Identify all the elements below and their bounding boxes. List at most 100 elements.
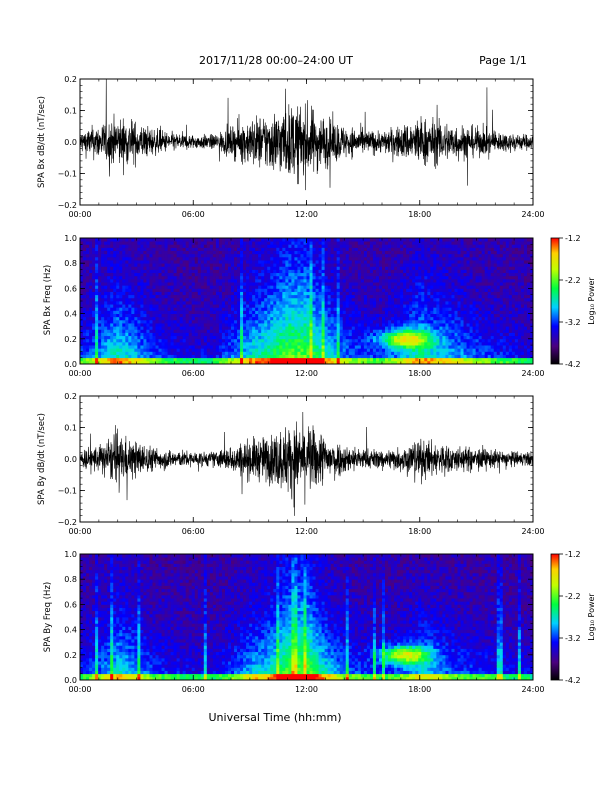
spectrogram-cell xyxy=(218,291,223,296)
spectrogram-cell xyxy=(227,288,232,292)
spectrogram-cell xyxy=(200,282,205,286)
spectrogram-cell xyxy=(327,316,332,321)
spectrogram-cell xyxy=(412,269,416,274)
spectrogram-cell xyxy=(348,266,353,270)
spectrogram-cell xyxy=(179,326,184,330)
spectrogram-cell xyxy=(291,272,295,277)
spectrogram-cell xyxy=(354,354,359,359)
spectrogram-cell xyxy=(110,323,114,327)
spectrogram-cell xyxy=(397,316,401,321)
spectrogram-cell xyxy=(339,250,344,255)
spectrogram-cell xyxy=(276,310,280,314)
spectrogram-cell xyxy=(255,282,259,286)
spectrogram-cell xyxy=(185,288,190,292)
spectrogram-cell xyxy=(173,323,178,327)
spectrogram-cell xyxy=(421,282,425,286)
spectrogram-cell xyxy=(218,266,223,270)
spectrogram-cell xyxy=(321,253,326,258)
spectrogram-cell xyxy=(146,294,150,299)
spectrogram-cell xyxy=(176,269,181,274)
spectrogram-cell xyxy=(152,348,156,352)
spectrogram-cell xyxy=(369,351,374,355)
spectrogram-cell xyxy=(345,316,350,321)
spectrogram-cell xyxy=(372,244,377,248)
spectrogram-cell xyxy=(164,253,168,258)
spectrogram-cell xyxy=(424,278,428,283)
spectrogram-cell xyxy=(182,345,187,349)
spectrogram-cell xyxy=(345,301,350,305)
spectrogram-cell xyxy=(397,313,401,318)
spectrogram-cell xyxy=(442,238,446,242)
spectrogram-cell xyxy=(215,253,220,258)
spectrogram-cell xyxy=(264,297,268,302)
spectrogram-cell xyxy=(89,269,93,274)
spectrogram-cell xyxy=(113,326,117,330)
spectrogram-cell xyxy=(182,301,187,305)
spectrogram-cell xyxy=(354,357,359,362)
spectrogram-cell xyxy=(128,301,132,305)
spectrogram-cell xyxy=(95,354,99,359)
spectrogram-cell xyxy=(433,319,437,324)
spectrogram-cell xyxy=(306,269,310,274)
spectrogram-cell xyxy=(158,310,162,314)
spectrogram-cell xyxy=(400,357,404,362)
spectrogram-cell xyxy=(113,348,117,352)
spectrogram-cell xyxy=(215,285,220,289)
spectrogram-cell xyxy=(161,316,165,321)
spectrogram-cell xyxy=(143,282,147,286)
spectrogram-cell xyxy=(403,275,407,280)
spectrogram-cell xyxy=(297,357,301,362)
spectrogram-cell xyxy=(152,319,156,324)
spectrogram-cell xyxy=(143,253,147,258)
spectrogram-cell xyxy=(161,282,165,286)
spectrogram-cell xyxy=(215,341,220,346)
spectrogram-cell xyxy=(436,316,440,321)
spectrogram-cell xyxy=(351,272,356,277)
spectrogram-cell xyxy=(433,310,437,314)
spectrogram-cell xyxy=(330,313,335,318)
spectrogram-cell xyxy=(315,288,319,292)
spectrogram-cell xyxy=(363,357,368,362)
spectrogram-cell xyxy=(348,316,353,321)
spectrogram-cell xyxy=(252,332,256,337)
spectrogram-cell xyxy=(218,238,223,242)
spectrogram-cell xyxy=(409,354,413,359)
spectrogram-cell xyxy=(363,304,368,308)
spectrogram-cell xyxy=(375,297,380,302)
spectrogram-cell xyxy=(246,253,250,258)
spectrogram-cell xyxy=(218,351,223,355)
spectrogram-cell xyxy=(191,288,196,292)
spectrogram-cell xyxy=(276,348,280,352)
spectrogram-cell xyxy=(167,319,171,324)
spectrogram-cell xyxy=(86,310,90,314)
spectrogram-cell xyxy=(327,288,332,292)
spectrogram-cell xyxy=(209,269,214,274)
spectrogram-cell xyxy=(261,263,265,267)
spectrogram-cell xyxy=(433,266,437,270)
spectrogram-cell xyxy=(83,329,87,333)
spectrogram-cell xyxy=(351,297,356,302)
spectrogram-cell xyxy=(95,285,99,289)
spectrogram-cell xyxy=(140,263,144,267)
spectrogram-cell xyxy=(221,288,226,292)
spectrogram-cell xyxy=(333,307,338,311)
spectrogram-cell xyxy=(140,272,144,277)
spectrogram-cell xyxy=(231,250,235,255)
spectrogram-cell xyxy=(110,275,114,280)
spectrogram-cell xyxy=(375,313,380,318)
spectrogram-cell xyxy=(294,244,298,248)
spectrogram-cell xyxy=(400,256,404,261)
spectrogram-cell xyxy=(378,241,383,245)
spectrogram-cell xyxy=(282,241,286,245)
spectrogram-cell xyxy=(285,310,289,314)
spectrogram-cell xyxy=(354,338,359,343)
spectrogram-cell xyxy=(439,345,443,349)
spectrogram-cell xyxy=(110,360,114,365)
spectrogram-cell xyxy=(354,316,359,321)
spectrogram-cell xyxy=(378,341,383,346)
spectrogram-cell xyxy=(388,250,392,255)
spectrogram-cell xyxy=(406,247,410,251)
spectrogram-cell xyxy=(110,338,114,343)
spectrogram-cell xyxy=(231,319,235,324)
spectrogram-cell xyxy=(152,332,156,337)
